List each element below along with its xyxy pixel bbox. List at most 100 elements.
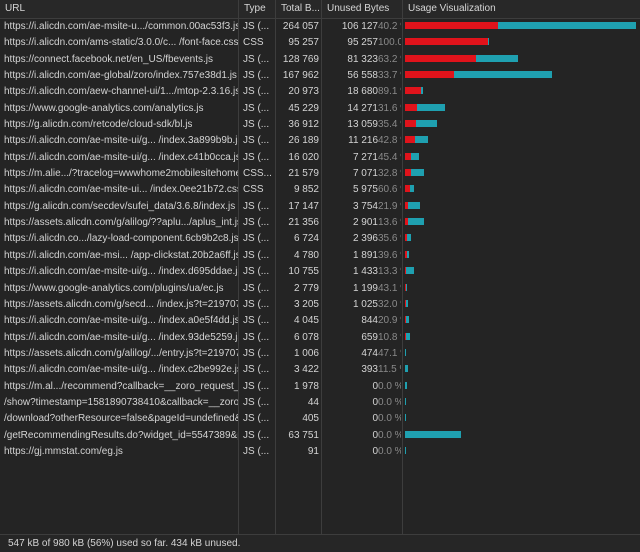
used-bytes-bar (406, 267, 414, 274)
usage-visualization-cell (404, 428, 638, 444)
used-bytes-bar (406, 284, 407, 291)
table-row[interactable]: https://i.alicdn.com/ae-msite-ui/g... /i… (0, 264, 640, 280)
table-row[interactable]: https://www.google-analytics.com/analyti… (0, 101, 640, 117)
column-header-total-bytes[interactable]: Total B... (276, 0, 322, 18)
unused-bytes-cell: 1 433 (323, 264, 378, 280)
type-cell: JS (... (240, 117, 276, 133)
table-row[interactable]: https://g.alicdn.com/retcode/cloud-sdk/b… (0, 117, 640, 133)
type-cell: JS (... (240, 395, 276, 411)
unused-bytes-bar (405, 104, 417, 111)
url-cell: https://g.alicdn.com/retcode/cloud-sdk/b… (0, 117, 238, 133)
column-header-type[interactable]: Type (239, 0, 276, 18)
url-cell: https://i.alicdn.com/ae-msite-ui/g... /i… (0, 313, 238, 329)
table-row[interactable]: https://i.alicdn.com/ae-msite-ui/g... /i… (0, 150, 640, 166)
table-row[interactable]: https://connect.facebook.net/en_US/fbeve… (0, 52, 640, 68)
unused-percent-cell: 21.9 % (378, 199, 401, 215)
table-row[interactable]: https://i.alicdn.com/ae-global/zoro/inde… (0, 68, 640, 84)
table-row[interactable]: https://m.alie.../?tracelog=wwwhome2mobi… (0, 166, 640, 182)
table-row[interactable]: https://assets.alicdn.com/g/alilog/.../e… (0, 346, 640, 362)
usage-visualization-cell (404, 84, 638, 100)
url-cell: https://i.alicdn.com/ae-msite-ui/g... /i… (0, 362, 238, 378)
unused-bytes-cell: 7 071 (323, 166, 378, 182)
unused-bytes-cell: 0 (323, 428, 378, 444)
table-row[interactable]: https://i.alicdn.com/ae-msite-ui/g... /i… (0, 330, 640, 346)
unused-bytes-cell: 0 (323, 379, 378, 395)
table-row[interactable]: https://i.alicdn.com/ams-static/3.0.0/c.… (0, 35, 640, 51)
url-cell: https://i.alicdn.com/ae-msite-u.../commo… (0, 19, 238, 35)
usage-visualization-cell (404, 166, 638, 182)
total-bytes-cell: 167 962 (277, 68, 321, 84)
used-bytes-bar (408, 202, 420, 209)
usage-visualization-cell (404, 231, 638, 247)
table-row[interactable]: https://i.alicdn.com/ae-msite-ui/g... /i… (0, 362, 640, 378)
column-header-url[interactable]: URL (0, 0, 238, 18)
column-header-usage-visualization[interactable]: Usage Visualization (403, 0, 640, 18)
used-bytes-bar (411, 169, 424, 176)
url-cell: https://gj.mmstat.com/eg.js (0, 444, 238, 460)
usage-visualization-cell (404, 68, 638, 84)
table-row[interactable]: https://i.alicdn.com/aew-channel-ui/1...… (0, 84, 640, 100)
type-cell: JS (... (240, 379, 276, 395)
unused-bytes-cell: 3 754 (323, 199, 378, 215)
unused-percent-cell: 20.9 % (378, 313, 401, 329)
unused-bytes-bar (405, 120, 416, 127)
type-cell: JS (... (240, 150, 276, 166)
used-bytes-bar (405, 382, 407, 389)
table-row[interactable]: https://assets.alicdn.com/g/alilog/??apl… (0, 215, 640, 231)
unused-percent-cell: 33.7 % (378, 68, 401, 84)
table-row[interactable]: https://i.alicdn.com/ae-msite-ui... /ind… (0, 182, 640, 198)
url-cell: https://g.alicdn.com/secdev/sufei_data/3… (0, 199, 238, 215)
usage-visualization-cell (404, 133, 638, 149)
used-bytes-bar (454, 71, 551, 78)
type-cell: JS (... (240, 362, 276, 378)
url-cell: https://i.alicdn.com/ams-static/3.0.0/c.… (0, 35, 238, 51)
total-bytes-cell: 91 (277, 444, 321, 460)
url-cell: https://i.alicdn.com/ae-msite-ui/g... /i… (0, 133, 238, 149)
unused-bytes-cell: 106 127 (323, 19, 378, 35)
url-cell: https://www.google-analytics.com/plugins… (0, 281, 238, 297)
used-bytes-bar (406, 333, 411, 340)
used-bytes-bar (417, 104, 444, 111)
unused-bytes-cell: 393 (323, 362, 378, 378)
type-cell: JS (... (240, 248, 276, 264)
type-cell: CSS (240, 35, 276, 51)
total-bytes-cell: 2 779 (277, 281, 321, 297)
status-bar: 547 kB of 980 kB (56%) used so far. 434 … (0, 534, 640, 552)
unused-percent-cell: 45.4 % (378, 150, 401, 166)
usage-visualization-cell (404, 101, 638, 117)
unused-percent-cell: 32.8 % (378, 166, 401, 182)
url-cell: https://www.google-analytics.com/analyti… (0, 101, 238, 117)
table-row[interactable]: https://assets.alicdn.com/g/secd... /ind… (0, 297, 640, 313)
used-bytes-bar (476, 55, 518, 62)
table-row[interactable]: https://i.alicdn.com/ae-msi... /app-clic… (0, 248, 640, 264)
usage-visualization-cell (404, 313, 638, 329)
table-row[interactable]: /download?otherResource=false&pageId=und… (0, 411, 640, 427)
table-row[interactable]: https://i.alicdn.com/ae-msite-ui/g... /i… (0, 133, 640, 149)
unused-bytes-cell: 81 323 (323, 52, 378, 68)
unused-percent-cell: 43.1 % (378, 281, 401, 297)
column-header-unused-bytes[interactable]: Unused Bytes (322, 0, 403, 18)
table-row[interactable]: https://g.alicdn.com/secdev/sufei_data/3… (0, 199, 640, 215)
unused-bytes-cell: 0 (323, 395, 378, 411)
unused-bytes-cell: 14 271 (323, 101, 378, 117)
unused-bytes-cell: 0 (323, 444, 378, 460)
table-row[interactable]: https://www.google-analytics.com/plugins… (0, 281, 640, 297)
unused-bytes-bar (405, 55, 476, 62)
table-row[interactable]: /show?timestamp=1581890738410&callback=_… (0, 395, 640, 411)
unused-bytes-bar (405, 87, 421, 94)
table-row[interactable]: https://i.alicdn.com/ae-msite-ui/g... /i… (0, 313, 640, 329)
unused-percent-cell: 32.0 % (378, 297, 401, 313)
unused-bytes-bar (405, 22, 498, 29)
usage-visualization-cell (404, 264, 638, 280)
table-row[interactable]: https://m.al.../recommend?callback=__zor… (0, 379, 640, 395)
total-bytes-cell: 36 912 (277, 117, 321, 133)
usage-visualization-cell (404, 297, 638, 313)
url-cell: https://assets.alicdn.com/g/alilog/??apl… (0, 215, 238, 231)
table-row[interactable]: https://i.alicdn.co.../lazy-load-compone… (0, 231, 640, 247)
type-cell: JS (... (240, 215, 276, 231)
type-cell: JS (... (240, 444, 276, 460)
table-row[interactable]: https://i.alicdn.com/ae-msite-u.../commo… (0, 19, 640, 35)
table-row[interactable]: /getRecommendingResults.do?widget_id=554… (0, 428, 640, 444)
used-bytes-bar (406, 300, 408, 307)
